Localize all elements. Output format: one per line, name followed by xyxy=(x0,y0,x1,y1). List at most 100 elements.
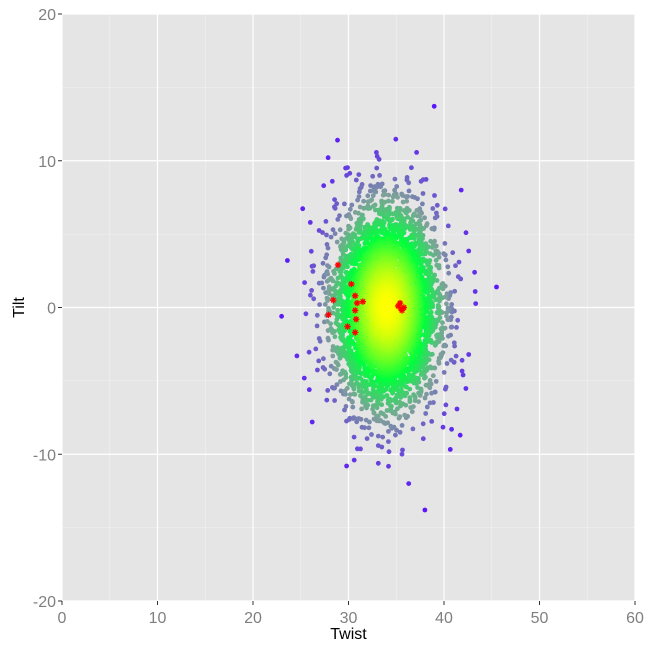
scatter-point xyxy=(395,216,400,221)
scatter-point xyxy=(335,138,340,143)
scatter-point xyxy=(454,325,459,330)
scatter-point xyxy=(433,216,438,221)
scatter-point xyxy=(406,180,411,185)
scatter-point xyxy=(365,436,370,441)
scatter-point xyxy=(338,227,343,232)
scatter-point xyxy=(376,461,381,466)
scatter-point xyxy=(354,178,359,183)
scatter-point xyxy=(431,373,436,378)
scatter-point xyxy=(330,354,335,359)
scatter-point xyxy=(494,285,499,290)
scatter-point xyxy=(326,297,331,302)
scatter-point xyxy=(359,417,364,422)
scatter-point xyxy=(464,386,469,391)
scatter-point xyxy=(449,427,454,432)
scatter-point xyxy=(328,321,333,326)
scatter-point xyxy=(401,200,406,205)
scatter-point xyxy=(376,443,381,448)
scatter-point xyxy=(333,206,338,211)
scatter-point xyxy=(441,425,446,430)
scatter-point xyxy=(364,379,369,384)
scatter-point xyxy=(434,258,439,263)
scatter-point xyxy=(347,171,352,176)
scatter-point xyxy=(446,224,451,229)
scatter-point xyxy=(458,433,463,438)
scatter-point xyxy=(368,206,373,211)
scatter-point xyxy=(430,206,435,211)
scatter-point xyxy=(442,370,447,375)
scatter-point xyxy=(326,155,331,160)
scatter-point xyxy=(436,305,441,310)
scatter-point xyxy=(441,251,446,256)
scatter-point xyxy=(380,435,385,440)
scatter-point xyxy=(428,401,433,406)
scatter-point xyxy=(367,420,372,425)
scatter-point xyxy=(421,421,426,426)
scatter-point xyxy=(332,329,337,334)
scatter-point xyxy=(400,452,405,457)
scatter-point xyxy=(393,137,398,142)
scatter-point xyxy=(317,302,322,307)
scatter-point xyxy=(344,404,349,409)
scatter-point xyxy=(378,184,383,189)
scatter-point xyxy=(434,333,439,338)
scatter-point xyxy=(321,183,326,188)
scatter-point xyxy=(295,354,300,359)
scatter-point xyxy=(332,398,337,403)
scatter-point xyxy=(407,395,412,400)
scatter-point xyxy=(435,203,440,208)
scatter-point xyxy=(386,439,391,444)
scatter-point xyxy=(410,194,415,199)
scatter-point xyxy=(319,281,324,286)
scatter-point xyxy=(333,334,338,339)
scatter-point xyxy=(460,358,465,363)
scatter-point xyxy=(327,371,332,376)
scatter-point xyxy=(342,240,347,245)
scatter-point xyxy=(348,216,353,221)
scatter-point xyxy=(434,263,439,268)
scatter-point xyxy=(307,387,312,392)
scatter-point xyxy=(353,392,358,397)
scatter-point xyxy=(419,179,424,184)
scatter-point xyxy=(452,340,457,345)
scatter-point xyxy=(443,207,448,212)
scatter-point xyxy=(336,363,341,368)
scatter-point xyxy=(334,367,339,372)
scatter-point xyxy=(443,241,448,246)
scatter-point xyxy=(420,202,425,207)
scatter-point xyxy=(444,310,449,315)
scatter-point xyxy=(326,246,331,251)
scatter-point xyxy=(370,174,375,179)
scatter-point xyxy=(332,197,337,202)
scatter-point xyxy=(446,306,451,311)
scatter-point xyxy=(355,381,360,386)
scatter-point xyxy=(425,405,430,410)
scatter-point xyxy=(442,411,447,416)
scatter-point xyxy=(409,165,414,170)
scatter-point xyxy=(356,172,361,177)
scatter-point xyxy=(349,203,354,208)
scatter-point xyxy=(302,280,307,285)
scatter-point xyxy=(428,239,433,244)
scatter-point xyxy=(369,432,374,437)
scatter-point xyxy=(345,165,350,170)
scatter-point xyxy=(309,288,314,293)
scatter-point xyxy=(327,265,332,270)
scatter-point xyxy=(432,193,437,198)
scatter-point xyxy=(397,414,402,419)
scatter-point xyxy=(437,356,442,361)
scatter-point xyxy=(324,219,329,224)
scatter-point xyxy=(335,217,340,222)
scatter-point xyxy=(352,435,357,440)
scatter-point xyxy=(400,448,405,453)
scatter-point xyxy=(404,210,409,215)
scatter-point xyxy=(348,225,353,230)
scatter-point xyxy=(333,231,338,236)
scatter-point xyxy=(464,230,469,235)
scatter-point xyxy=(444,258,449,263)
scatter-point xyxy=(429,391,434,396)
scatter-point xyxy=(455,407,460,412)
scatter-point xyxy=(344,372,349,377)
scatter-point xyxy=(432,104,437,109)
scatter-point xyxy=(393,433,398,438)
